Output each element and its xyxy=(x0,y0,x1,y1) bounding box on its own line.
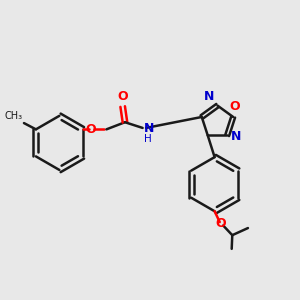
Text: O: O xyxy=(229,100,240,113)
Text: H: H xyxy=(144,134,152,144)
Text: O: O xyxy=(85,123,96,136)
Text: CH₃: CH₃ xyxy=(5,111,23,121)
Text: N: N xyxy=(144,122,154,135)
Text: O: O xyxy=(117,90,128,103)
Text: O: O xyxy=(216,217,226,230)
Text: N: N xyxy=(231,130,242,143)
Text: N: N xyxy=(204,90,214,103)
